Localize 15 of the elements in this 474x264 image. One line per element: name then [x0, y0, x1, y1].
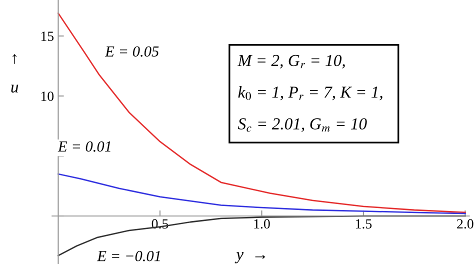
line-series	[58, 173, 466, 214]
annotation: E = 0.01	[58, 141, 110, 152]
text: ↑ u	[11, 54, 18, 93]
annotation: M = 2, G$_{r}$ = 10,	[238, 54, 345, 69]
y-tick-label: 10	[41, 92, 54, 101]
x-tick-label: 1.5	[356, 219, 372, 229]
annotation: S$_{c}$ = 2.01, G$_{m}$ = 10	[238, 118, 367, 132]
x-axis-title: y →	[234, 252, 266, 264]
annotation: E = −0.01	[97, 250, 160, 262]
y-tick-label: 15	[41, 32, 54, 41]
x-tick-label: 2.0	[457, 219, 474, 229]
x-tick-label: 1.0	[254, 219, 270, 229]
annotation: E = 0.05	[104, 46, 159, 57]
line-series	[58, 12, 466, 214]
annotation: k$_{0}$ = 1, P$_{r}$ = 7, K = 1,	[238, 86, 382, 100]
